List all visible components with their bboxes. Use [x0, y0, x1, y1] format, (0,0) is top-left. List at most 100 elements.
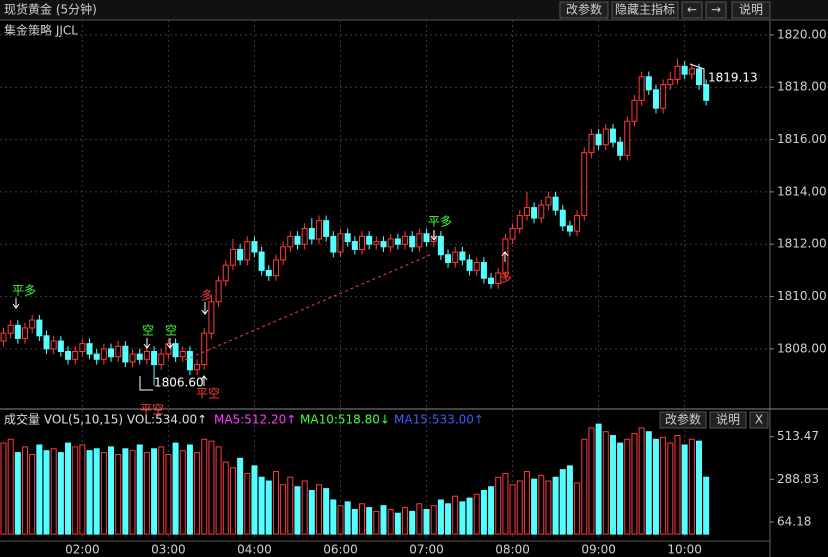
- candle-body: [122, 345, 129, 363]
- y-tick-label: 1818.00: [777, 80, 827, 94]
- toolbar-button-label[interactable]: 说明: [739, 2, 763, 17]
- candle-body: [222, 264, 229, 282]
- volume-bar: [660, 436, 667, 535]
- price-annotation: 1806.60: [154, 376, 204, 390]
- volume-bar: [645, 431, 652, 535]
- volume-bar: [452, 495, 459, 535]
- volume-bar: [595, 423, 602, 535]
- candle-body: [516, 214, 523, 230]
- volume-bar: [237, 457, 244, 535]
- candle-body: [50, 340, 57, 350]
- candle-body: [409, 235, 416, 248]
- volume-legend: 成交量 VOL(5,10,15) VOL:534.00↑: [4, 412, 207, 427]
- volume-bar: [359, 503, 365, 535]
- candle-body: [165, 343, 172, 355]
- toolbar-button[interactable]: [611, 1, 679, 19]
- y-tick-label: 1816.00: [777, 132, 827, 146]
- candle-body: [287, 235, 294, 248]
- volume-bar: [222, 461, 229, 535]
- volume-bar: [695, 440, 702, 535]
- candle-body: [681, 65, 688, 75]
- panel-button-label[interactable]: X: [755, 413, 763, 427]
- candle-body: [208, 301, 215, 334]
- candle-body: [373, 241, 380, 245]
- volume-bar: [186, 444, 193, 535]
- volume-bar: [301, 480, 308, 535]
- volume-bar: [380, 505, 387, 535]
- volume-bar: [251, 465, 258, 535]
- candle-body: [0, 332, 7, 342]
- volume-bar: [265, 480, 272, 535]
- candle-body: [423, 233, 430, 243]
- candle-body: [301, 228, 308, 245]
- y-tick-label: 513.47: [777, 429, 819, 443]
- candle-body: [194, 364, 201, 371]
- volume-bar: [86, 450, 93, 535]
- signal-label: 平空: [196, 387, 220, 401]
- toolbar-button-label[interactable]: 隐藏主指标: [615, 2, 675, 17]
- candle-body: [387, 238, 394, 248]
- panel-button-label[interactable]: 改参数: [665, 412, 701, 427]
- candle-body: [667, 78, 674, 86]
- candle-body: [136, 353, 143, 360]
- volume-bar: [294, 486, 301, 535]
- volume-bar: [523, 471, 530, 535]
- toolbar-button-label[interactable]: ←: [687, 3, 697, 17]
- volume-bar: [93, 448, 100, 535]
- volume-bar: [323, 488, 330, 535]
- candle-body: [237, 248, 244, 261]
- candle-body: [452, 251, 459, 264]
- candle-body: [703, 84, 710, 101]
- candle-body: [617, 141, 624, 156]
- toolbar-button[interactable]: [559, 1, 609, 19]
- volume-bar: [72, 446, 79, 535]
- volume-bar: [416, 503, 423, 535]
- volume-bar: [674, 435, 681, 535]
- candle-body: [595, 133, 602, 146]
- candle-body: [7, 324, 14, 334]
- panel-button[interactable]: [749, 411, 769, 429]
- volume-bar: [609, 435, 616, 535]
- candle-body: [652, 89, 659, 109]
- volume-legend: MA5:512.20↑: [214, 413, 296, 427]
- toolbar-button[interactable]: [705, 1, 727, 19]
- volume-bar: [516, 480, 523, 535]
- volume-bar: [136, 444, 143, 535]
- volume-bar: [330, 499, 337, 535]
- volume-bar: [165, 453, 172, 535]
- volume-legend: MA10:518.80↓: [300, 413, 390, 427]
- volume-bar: [337, 505, 344, 535]
- candle-body: [531, 207, 538, 219]
- volume-bar: [108, 446, 115, 535]
- candle-body: [244, 241, 251, 261]
- x-tick-label: 09:00: [581, 543, 616, 557]
- candle-body: [186, 350, 193, 371]
- signal-label: 空: [142, 324, 154, 338]
- volume-bar: [667, 442, 674, 535]
- candle-body: [588, 133, 595, 154]
- panel-button[interactable]: [659, 411, 707, 429]
- toolbar-button-label[interactable]: →: [711, 3, 721, 17]
- panel-button-label[interactable]: 说明: [716, 412, 740, 427]
- candle-body: [366, 235, 373, 245]
- signal-label: 多: [500, 271, 512, 285]
- candle-body: [559, 209, 566, 227]
- x-tick-label: 08:00: [495, 543, 530, 557]
- signal-label: 平多: [12, 284, 36, 298]
- toolbar-button[interactable]: [681, 1, 703, 19]
- candle-body: [29, 319, 36, 329]
- toolbar-button[interactable]: [731, 1, 771, 19]
- candle-body: [151, 350, 158, 366]
- toolbar-button-label[interactable]: 改参数: [566, 2, 602, 17]
- volume-bar: [509, 484, 516, 535]
- y-tick-label: 1808.00: [777, 341, 827, 355]
- candle-body: [416, 233, 423, 248]
- volume-bar: [57, 452, 64, 535]
- panel-button[interactable]: [709, 411, 747, 429]
- volume-bar: [65, 442, 72, 535]
- volume-bar: [631, 433, 638, 535]
- candle-body: [459, 251, 466, 261]
- volume-bar: [437, 499, 444, 535]
- candle-body: [72, 350, 79, 360]
